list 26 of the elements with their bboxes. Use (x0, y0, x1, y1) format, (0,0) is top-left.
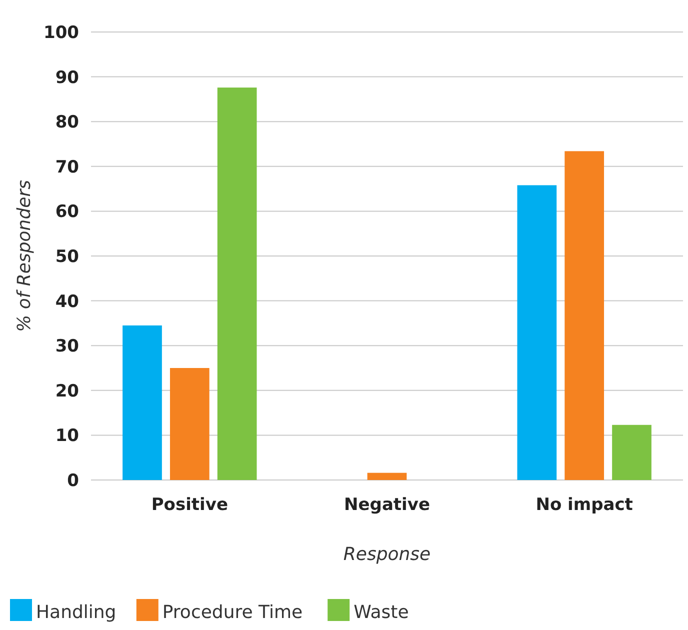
y-tick-label: 40 (55, 292, 80, 312)
y-tick-label: 10 (55, 426, 80, 446)
legend-label: Handling (36, 602, 116, 623)
x-tick-label: Positive (151, 495, 228, 515)
bar (367, 472, 407, 480)
legend-label: Waste (354, 602, 409, 623)
bar (122, 325, 162, 480)
x-tick-label: Negative (344, 495, 430, 515)
x-axis-title: Response (343, 544, 431, 565)
bar (517, 185, 557, 480)
legend-label: Procedure Time (162, 602, 303, 623)
y-tick-label: 50 (55, 246, 80, 267)
bar (170, 368, 210, 480)
y-tick-label: 20 (55, 381, 80, 402)
y-tick-label: 30 (55, 336, 80, 357)
y-axis-title: % of Responders (14, 180, 35, 332)
bar (612, 424, 652, 480)
y-tick-label: 80 (55, 112, 80, 133)
y-tick-label: 100 (44, 22, 80, 43)
x-tick-label: No impact (536, 495, 633, 515)
y-tick-label: 70 (55, 157, 80, 178)
y-tick-label: 0 (67, 470, 80, 491)
y-tick-label: 90 (55, 68, 80, 88)
bar (564, 151, 604, 480)
bar (217, 88, 257, 480)
y-tick-label: 60 (55, 202, 80, 222)
